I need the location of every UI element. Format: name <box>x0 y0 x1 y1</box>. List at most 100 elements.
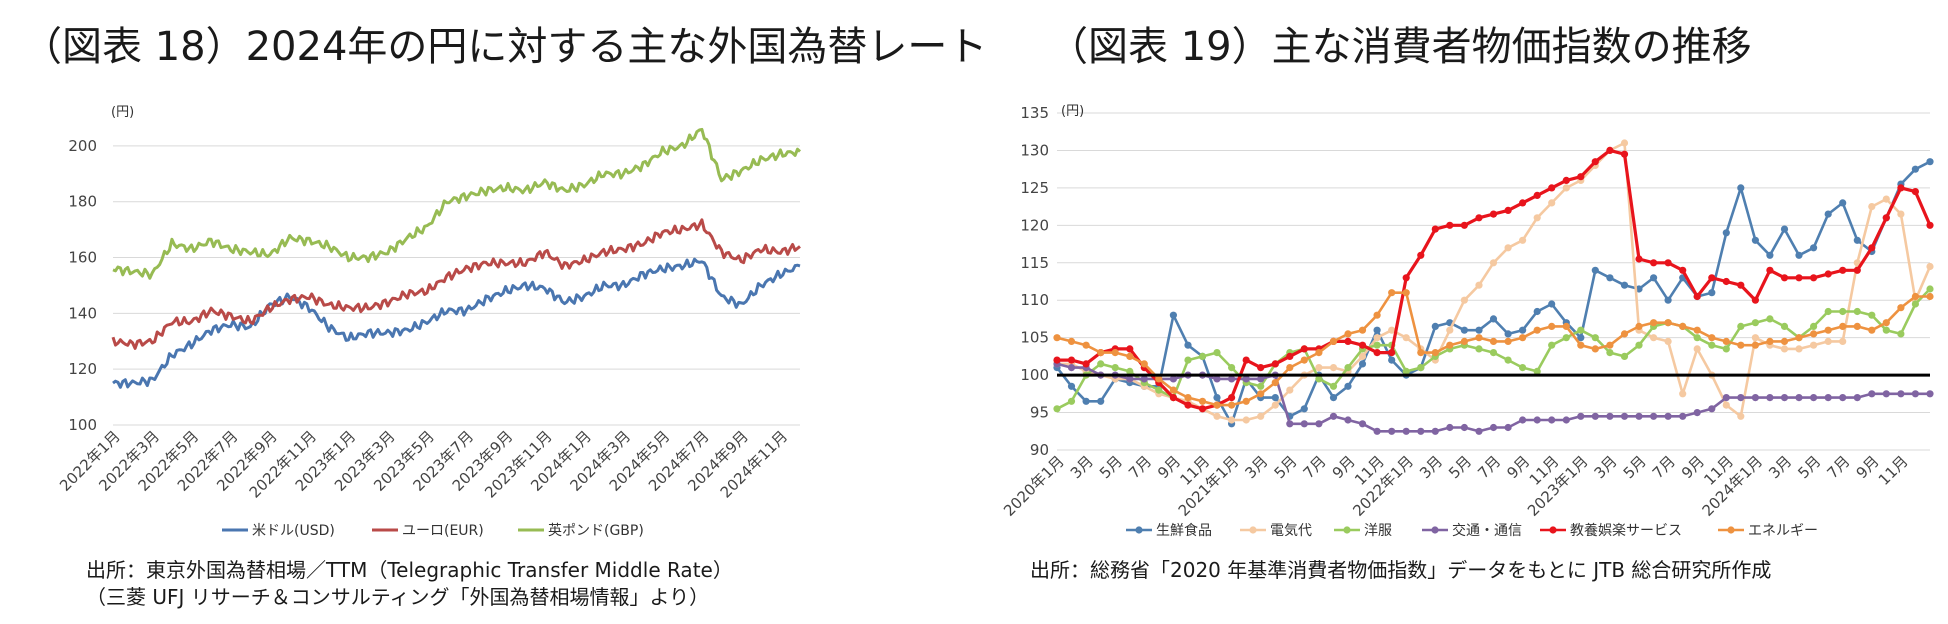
data-point-culture <box>1839 266 1847 274</box>
data-point-fresh <box>1344 382 1352 390</box>
y-tick-label: 135 <box>1020 104 1049 122</box>
data-point-culture <box>1751 296 1759 304</box>
data-point-transport <box>1795 394 1803 402</box>
data-point-electric <box>1737 412 1745 420</box>
data-point-electric <box>1257 412 1265 420</box>
data-point-transport <box>1853 394 1861 402</box>
data-point-culture <box>1926 221 1934 229</box>
data-point-culture <box>1228 394 1236 402</box>
data-point-fresh <box>1839 199 1847 207</box>
y-axis-unit: (円) <box>111 105 134 120</box>
data-point-energy <box>1882 319 1890 327</box>
data-point-transport <box>1824 394 1832 402</box>
data-point-energy <box>1489 337 1498 345</box>
legend-label: 生鮮食品 <box>1156 522 1212 539</box>
data-point-culture <box>1533 191 1541 199</box>
data-point-fresh <box>1358 360 1367 368</box>
data-point-culture <box>1169 394 1177 402</box>
data-point-electric <box>1504 244 1512 252</box>
data-point-electric <box>1358 352 1367 360</box>
data-point-electric <box>1213 412 1221 420</box>
data-point-energy <box>1780 337 1789 345</box>
data-point-transport <box>1213 375 1221 383</box>
x-tick-label: 7月 <box>1474 452 1504 482</box>
data-point-transport <box>1751 394 1759 402</box>
data-point-transport <box>1140 375 1148 383</box>
x-tick-label: 3月 <box>1765 452 1795 482</box>
data-point-fresh <box>1780 225 1789 233</box>
data-point-clothes <box>1344 364 1352 372</box>
x-tick-label: 7月 <box>1125 452 1155 482</box>
y-tick-label: 140 <box>68 304 97 322</box>
legend-label: 電気代 <box>1270 523 1312 539</box>
data-point-fresh <box>1606 274 1614 282</box>
x-tick-label: 5月 <box>1096 452 1126 482</box>
data-point-electric <box>1373 334 1381 342</box>
x-tick-label: 11月 <box>1875 452 1912 489</box>
data-point-culture <box>1126 345 1134 353</box>
data-point-energy <box>1868 326 1876 334</box>
data-point-energy <box>1620 330 1629 338</box>
data-point-clothes <box>1926 285 1934 293</box>
x-tick-label: 7月 <box>1823 452 1853 482</box>
y-tick-label: 200 <box>68 137 97 155</box>
data-point-electric <box>1795 345 1803 353</box>
y-tick-label: 105 <box>1020 329 1049 347</box>
data-point-fresh <box>1300 405 1308 413</box>
data-point-fresh <box>1169 311 1177 319</box>
data-point-fresh <box>1519 326 1527 334</box>
data-point-energy <box>1693 326 1701 334</box>
data-point-electric <box>1562 184 1570 192</box>
data-point-transport <box>1911 390 1919 398</box>
source-note-left: 出所：東京外国為替相場／TTM（Telegraphic Transfer Mid… <box>86 557 733 611</box>
data-point-energy <box>1911 292 1919 301</box>
data-point-energy <box>1402 289 1410 297</box>
legend-label: 英ポンド(GBP) <box>548 522 644 539</box>
data-point-clothes <box>1577 326 1585 334</box>
data-point-culture <box>1722 277 1730 286</box>
data-point-energy <box>1664 319 1672 327</box>
data-point-electric <box>1228 416 1236 424</box>
data-point-transport <box>1431 427 1439 435</box>
data-point-fresh <box>1708 289 1716 297</box>
data-point-energy <box>1635 322 1643 330</box>
data-point-electric <box>1489 259 1498 267</box>
data-point-transport <box>1664 412 1672 420</box>
data-point-culture <box>1067 356 1076 364</box>
data-point-culture <box>1591 158 1599 166</box>
data-point-energy <box>1286 364 1294 372</box>
source-line-1: 出所：東京外国為替相場／TTM（Telegraphic Transfer Mid… <box>86 558 733 582</box>
data-point-electric <box>1519 236 1527 244</box>
data-point-clothes <box>1198 352 1207 360</box>
data-point-energy <box>1897 304 1905 312</box>
data-point-culture <box>1795 274 1803 282</box>
data-point-clothes <box>1548 341 1556 349</box>
data-point-clothes <box>1228 364 1236 372</box>
data-point-transport <box>1766 394 1774 402</box>
data-point-fresh <box>1722 229 1730 237</box>
data-point-culture <box>1489 210 1498 218</box>
data-point-transport <box>1868 390 1876 398</box>
data-point-culture <box>1519 199 1527 207</box>
data-point-culture <box>1257 364 1265 372</box>
data-point-transport <box>1228 375 1236 383</box>
data-point-clothes <box>1402 367 1410 375</box>
data-point-culture <box>1475 214 1483 222</box>
data-point-energy <box>1824 326 1832 334</box>
data-point-clothes <box>1853 307 1861 316</box>
data-point-clothes <box>1868 311 1876 319</box>
data-point-fresh <box>1097 397 1105 405</box>
y-tick-label: 130 <box>1020 141 1049 159</box>
data-point-clothes <box>1751 319 1759 327</box>
data-point-transport <box>1300 420 1308 428</box>
data-point-energy <box>1853 322 1861 330</box>
data-point-culture <box>1082 360 1090 368</box>
x-tick-label: 7月 <box>1649 452 1679 482</box>
data-point-energy <box>1082 341 1090 349</box>
legend-marker-clothes <box>1343 526 1351 534</box>
data-point-clothes <box>1126 367 1134 375</box>
data-point-transport <box>1577 412 1585 420</box>
data-point-transport <box>1650 412 1658 420</box>
data-point-culture <box>1358 341 1367 349</box>
data-point-energy <box>1271 379 1279 387</box>
